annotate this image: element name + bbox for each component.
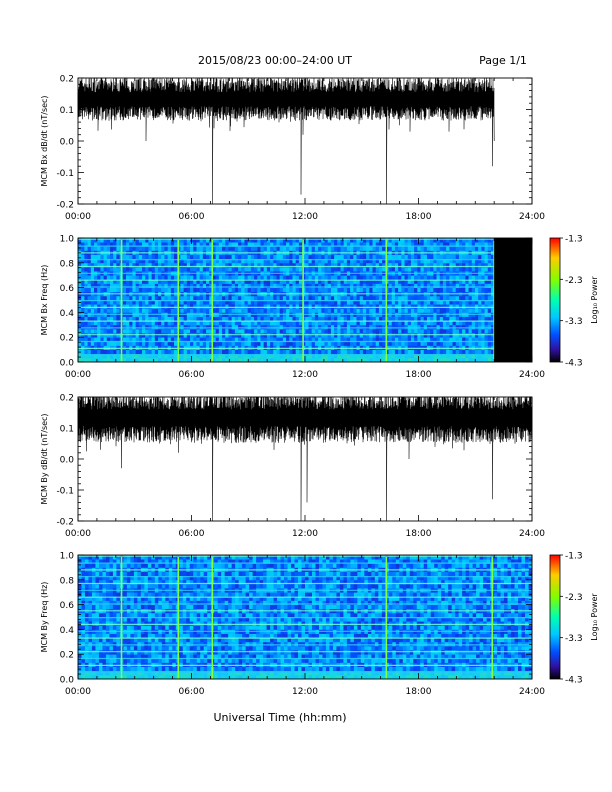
y-tick-label: 0.8 — [60, 576, 75, 586]
x-tick-label: 00:00 — [65, 370, 91, 380]
x-tick-label: 00:00 — [65, 529, 91, 539]
y-tick-label: -0.2 — [56, 518, 74, 528]
colorbar-tick-label: -3.3 — [565, 317, 583, 327]
colorbar-tick-label: -3.3 — [565, 634, 583, 644]
y-tick-label: 0.4 — [60, 626, 75, 636]
bx-dbdt-panel: 00:00 06:00 12:00 18:00 24:00 0.2 0.1 0.0 -0.1 -0… — [40, 75, 545, 223]
dbdt-trace — [77, 77, 495, 205]
colorbar-tick-label: -1.3 — [565, 552, 583, 562]
x-tick-label: 18:00 — [406, 212, 432, 222]
x-tick-label: 06:00 — [179, 687, 205, 697]
x-tick-label: 18:00 — [406, 529, 432, 539]
colorbar-tick-label: -2.3 — [565, 276, 583, 286]
x-tick-label: 18:00 — [406, 370, 432, 380]
x-axis-label: Universal Time (hh:mm) — [214, 711, 347, 724]
y-tick-label: -0.2 — [56, 201, 74, 211]
y-tick-label: 0.0 — [60, 676, 75, 686]
y-tick-label: 0.6 — [60, 284, 75, 294]
page-number: Page 1/1 — [479, 54, 527, 67]
y-tick-label: 0.1 — [60, 425, 74, 435]
bx-spectrogram-panel: -1.3 -2.3 -3.3 -4.3 Log₁₀ Power 00:00 06:00 12:… — [40, 235, 599, 381]
x-tick-label: 06:00 — [179, 212, 205, 222]
x-tick-label: 12:00 — [292, 687, 318, 697]
by-dbdt-panel: 00:00 06:00 12:00 18:00 24:00 0.2 0.1 0.0 -0.1 -0… — [40, 394, 545, 540]
x-tick-label: 18:00 — [406, 687, 432, 697]
x-tick-label: 12:00 — [292, 212, 318, 222]
x-tick-label: 12:00 — [292, 370, 318, 380]
x-tick-label: 06:00 — [179, 370, 205, 380]
y-axis-label: MCM Bx dB/dt (nT/sec) — [40, 95, 49, 186]
y-tick-label: 1.0 — [60, 235, 75, 245]
by-spectrogram-panel: -1.3 -2.3 -3.3 -4.3 Log₁₀ Power 00:00 06:00 12:… — [40, 552, 599, 698]
y-axis-label: MCM By dB/dt (nT/sec) — [40, 413, 49, 504]
colorbar-tick-label: -2.3 — [565, 593, 583, 603]
y-axis-label: MCM By Freq (Hz) — [40, 582, 49, 653]
y-tick-label: 0.1 — [60, 106, 74, 116]
x-tick-label: 12:00 — [292, 529, 318, 539]
colorbar: -1.3 -2.3 -3.3 -4.3 Log₁₀ Power — [549, 235, 599, 369]
dbdt-trace — [77, 396, 533, 522]
colorbar-tick-label: -4.3 — [565, 359, 583, 369]
y-tick-label: 0.0 — [60, 456, 75, 466]
y-tick-label: 0.0 — [60, 138, 75, 148]
colorbar-label: Log₁₀ Power — [590, 593, 599, 641]
y-tick-label: 0.2 — [60, 394, 74, 404]
x-tick-label: 06:00 — [179, 529, 205, 539]
y-tick-label: 0.6 — [60, 601, 75, 611]
y-tick-label: -0.1 — [56, 169, 74, 179]
y-tick-label: 1.0 — [60, 552, 75, 562]
y-tick-label: 0.2 — [60, 651, 74, 661]
y-tick-label: 0.0 — [60, 359, 75, 369]
colorbar: -1.3 -2.3 -3.3 -4.3 Log₁₀ Power — [549, 552, 599, 686]
y-tick-label: -0.1 — [56, 487, 74, 497]
y-tick-label: 0.4 — [60, 309, 75, 319]
y-tick-label: 0.2 — [60, 75, 74, 85]
x-tick-label: 24:00 — [519, 370, 545, 380]
colorbar-tick-label: -1.3 — [565, 235, 583, 245]
y-tick-label: 0.2 — [60, 334, 74, 344]
y-tick-label: 0.8 — [60, 259, 75, 269]
x-tick-label: 00:00 — [65, 212, 91, 222]
page-title: 2015/08/23 00:00–24:00 UT — [198, 54, 352, 67]
spectrogram-image — [78, 555, 533, 680]
y-axis-label: MCM Bx Freq (Hz) — [40, 265, 49, 336]
colorbar-tick-label: -4.3 — [565, 676, 583, 686]
spectrogram-image — [78, 238, 532, 363]
x-tick-label: 24:00 — [519, 687, 545, 697]
x-tick-label: 24:00 — [519, 529, 545, 539]
x-tick-label: 00:00 — [65, 687, 91, 697]
colorbar-label: Log₁₀ Power — [590, 276, 599, 324]
x-tick-label: 24:00 — [519, 212, 545, 222]
